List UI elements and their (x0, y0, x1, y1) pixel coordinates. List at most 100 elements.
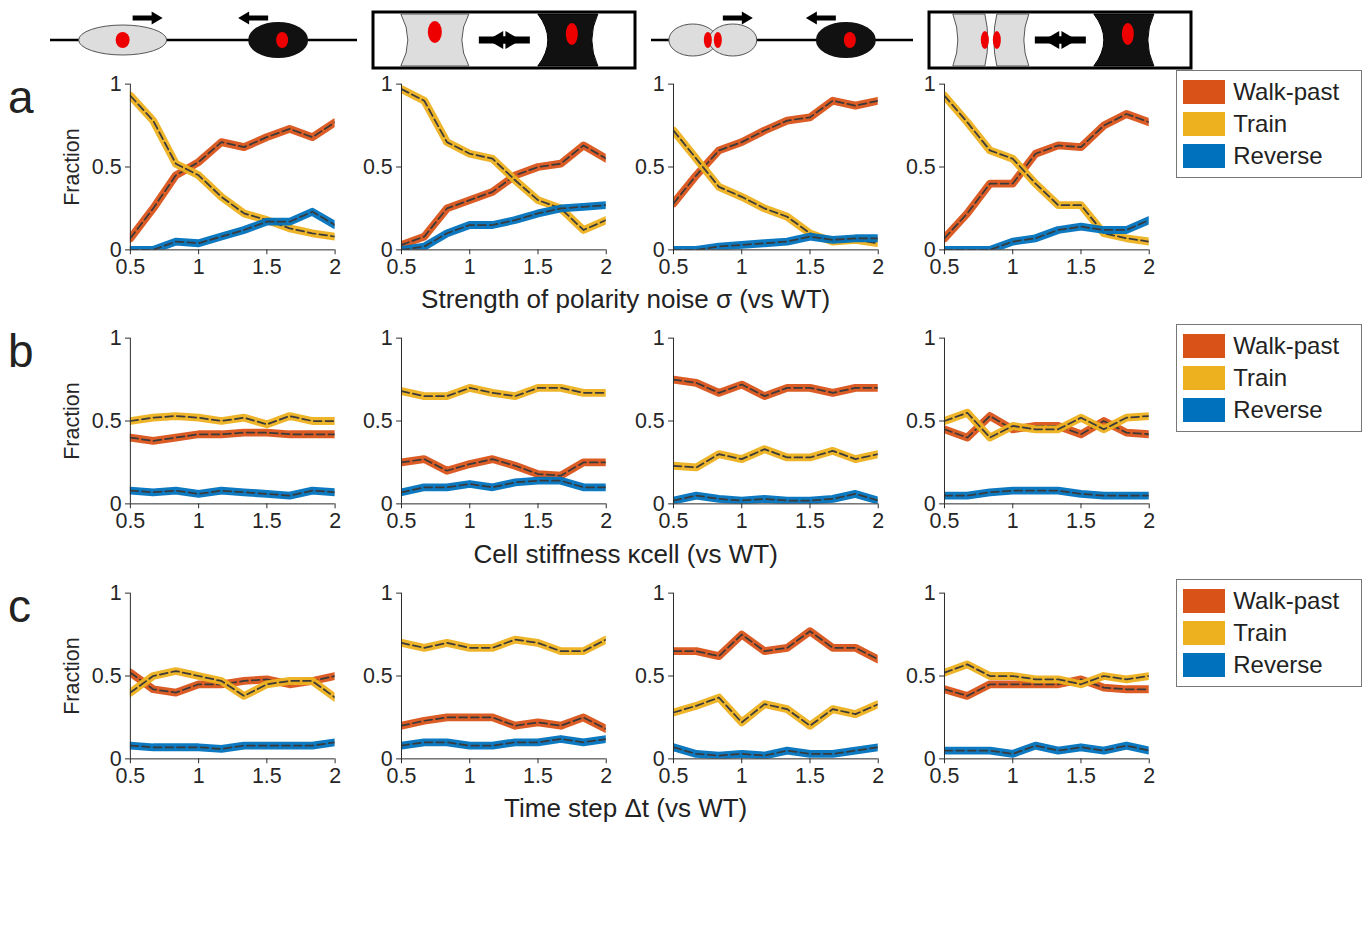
html-text:Walk-past: Walk-past (1233, 587, 1340, 614)
svg-text:1.5: 1.5 (1066, 764, 1096, 788)
svg-text:0: 0 (652, 747, 664, 771)
html-text:b: b (8, 325, 34, 378)
html-text:Train: Train (1233, 619, 1288, 646)
svg-text:1: 1 (110, 326, 122, 350)
svg-text:1.5: 1.5 (523, 764, 553, 788)
svg-text:1: 1 (381, 326, 393, 350)
svg-text:1.5: 1.5 (523, 255, 553, 279)
svg-text:0.5: 0.5 (386, 254, 417, 279)
svg-text:1: 1 (735, 255, 747, 279)
svg-text:2: 2 (872, 509, 884, 533)
svg-text:0: 0 (924, 238, 936, 262)
svg-text:0.5: 0.5 (929, 254, 960, 279)
svg-text:0.5: 0.5 (115, 763, 146, 788)
svg-text:0.5: 0.5 (92, 664, 122, 688)
svg-text:0.5: 0.5 (634, 409, 664, 433)
html-text:Cell stiffness κcell (vs WT): Cell stiffness κcell (vs WT) (473, 539, 778, 569)
svg-text:2: 2 (1143, 764, 1155, 788)
svg-text:0.5: 0.5 (363, 409, 393, 433)
svg-text:0.5: 0.5 (634, 155, 664, 179)
svg-text:0.5: 0.5 (906, 409, 936, 433)
html-text:Reverse: Reverse (1233, 142, 1323, 169)
html-text:Train: Train (1233, 364, 1288, 392)
svg-text:1.5: 1.5 (1066, 509, 1096, 533)
svg-text:1.5: 1.5 (523, 509, 553, 533)
svg-text:1: 1 (381, 72, 393, 96)
svg-text:1: 1 (924, 581, 936, 605)
svg-text:1: 1 (193, 764, 205, 788)
svg-text:1: 1 (1007, 764, 1019, 788)
svg-text:0: 0 (381, 492, 393, 516)
svg-text:0.5: 0.5 (115, 254, 146, 279)
svg-text:1: 1 (735, 509, 747, 533)
svg-text:1: 1 (110, 72, 122, 96)
svg-text:0: 0 (652, 492, 664, 516)
svg-text:0: 0 (924, 747, 936, 771)
svg-text:0.5: 0.5 (929, 509, 960, 534)
svg-text:1.5: 1.5 (252, 255, 282, 279)
svg-text:0.5: 0.5 (92, 155, 122, 179)
svg-text:1.5: 1.5 (252, 509, 282, 533)
svg-text:1: 1 (464, 764, 476, 788)
svg-text:1.5: 1.5 (795, 764, 825, 788)
svg-text:0.5: 0.5 (363, 155, 393, 179)
svg-text:1: 1 (381, 581, 393, 605)
svg-text:1.5: 1.5 (252, 764, 282, 788)
svg-text:2: 2 (1143, 255, 1155, 279)
svg-text:0: 0 (924, 492, 936, 516)
svg-text:0.5: 0.5 (92, 409, 122, 433)
svg-text:0.5: 0.5 (906, 155, 936, 179)
svg-text:1: 1 (193, 509, 205, 533)
svg-text:1.5: 1.5 (795, 509, 825, 533)
svg-text:0: 0 (110, 238, 122, 262)
html-text:Strength of polarity noise σ (: Strength of polarity noise σ (vs WT) (421, 284, 831, 315)
html-text:Walk-past: Walk-past (1233, 78, 1340, 105)
svg-text:1: 1 (652, 326, 664, 350)
svg-text:0: 0 (110, 492, 122, 516)
svg-text:2: 2 (1143, 509, 1155, 533)
svg-text:2: 2 (872, 255, 884, 279)
svg-text:2: 2 (329, 255, 341, 279)
html-text:Train: Train (1233, 110, 1288, 137)
svg-text:0: 0 (652, 238, 664, 262)
svg-text:1: 1 (464, 255, 476, 279)
svg-text:1: 1 (1007, 255, 1019, 279)
svg-text:Fraction: Fraction (60, 637, 84, 714)
svg-text:0: 0 (110, 747, 122, 771)
svg-text:2: 2 (872, 764, 884, 788)
svg-text:Fraction: Fraction (60, 128, 84, 205)
svg-text:Fraction: Fraction (60, 383, 84, 460)
svg-text:1: 1 (652, 72, 664, 96)
html-text:Walk-past: Walk-past (1233, 332, 1340, 360)
svg-text:0.5: 0.5 (634, 664, 664, 688)
svg-text:0.5: 0.5 (386, 509, 417, 534)
svg-text:1: 1 (735, 764, 747, 788)
svg-text:1: 1 (652, 581, 664, 605)
svg-text:1: 1 (110, 581, 122, 605)
svg-text:0.5: 0.5 (906, 664, 936, 688)
svg-text:1: 1 (193, 255, 205, 279)
svg-text:0.5: 0.5 (115, 509, 146, 534)
svg-text:2: 2 (601, 255, 613, 279)
svg-text:1: 1 (924, 72, 936, 96)
html-text:Time step Δt (vs WT): Time step Δt (vs WT) (504, 793, 748, 824)
svg-text:1: 1 (464, 509, 476, 533)
svg-text:1.5: 1.5 (795, 255, 825, 279)
svg-text:0.5: 0.5 (363, 664, 393, 688)
svg-text:2: 2 (601, 509, 613, 533)
html-text:Reverse: Reverse (1233, 396, 1323, 424)
svg-text:0.5: 0.5 (658, 763, 688, 788)
svg-text:2: 2 (329, 764, 341, 788)
svg-text:0.5: 0.5 (658, 509, 688, 534)
html-text:a: a (8, 71, 34, 123)
svg-text:1.5: 1.5 (1066, 255, 1096, 279)
svg-text:1: 1 (1007, 509, 1019, 533)
svg-text:1: 1 (924, 326, 936, 350)
svg-text:2: 2 (601, 764, 613, 788)
svg-text:2: 2 (329, 509, 341, 533)
html-text:Reverse: Reverse (1233, 651, 1323, 678)
svg-text:0.5: 0.5 (386, 763, 417, 788)
svg-text:0.5: 0.5 (658, 254, 688, 279)
svg-text:0: 0 (381, 747, 393, 771)
svg-text:0: 0 (381, 238, 393, 262)
